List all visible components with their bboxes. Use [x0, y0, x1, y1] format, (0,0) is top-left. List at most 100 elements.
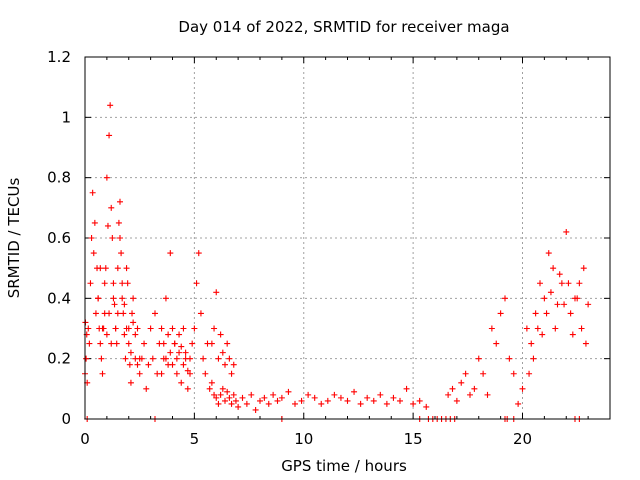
x-tick-label: 5 — [190, 430, 200, 448]
data-point — [217, 331, 224, 338]
grid — [85, 57, 610, 419]
data-point — [106, 132, 113, 139]
data-point — [162, 355, 169, 362]
data-point — [462, 370, 469, 377]
x-tick-label: 10 — [294, 430, 313, 448]
data-point — [219, 349, 226, 356]
data-point — [118, 250, 125, 257]
data-point — [165, 361, 172, 368]
data-point — [191, 325, 198, 332]
data-point — [149, 355, 156, 362]
data-point — [129, 310, 136, 317]
data-point — [119, 280, 126, 287]
data-point — [292, 400, 298, 407]
data-point — [197, 310, 204, 317]
data-point — [134, 361, 141, 368]
data-point — [97, 265, 104, 272]
data-point — [90, 250, 97, 257]
data-point — [108, 340, 115, 347]
data-points — [82, 102, 592, 422]
data-point — [130, 295, 137, 302]
data-point — [337, 394, 344, 401]
x-tick-label: 20 — [513, 430, 532, 448]
data-point — [567, 310, 574, 317]
data-point — [125, 340, 132, 347]
data-point — [143, 385, 150, 392]
y-tick-label: 0.2 — [47, 350, 71, 368]
data-point — [167, 349, 174, 356]
data-point — [484, 391, 491, 398]
data-point — [239, 394, 246, 401]
data-point — [449, 385, 456, 392]
data-point — [534, 325, 541, 332]
data-point — [331, 391, 338, 398]
data-point — [558, 280, 565, 287]
data-point — [208, 340, 215, 347]
data-point — [169, 325, 176, 332]
data-point — [136, 355, 143, 362]
data-point — [248, 391, 255, 398]
data-point — [114, 265, 121, 272]
data-point — [117, 235, 123, 241]
data-point — [357, 400, 364, 407]
data-point — [475, 355, 482, 362]
x-tick-labels: 0 5 10 15 20 — [80, 430, 532, 448]
data-point — [265, 400, 272, 407]
data-point — [274, 397, 281, 404]
data-point — [147, 325, 154, 332]
data-point — [257, 397, 263, 404]
data-point — [423, 403, 430, 410]
data-point — [324, 397, 331, 404]
data-point — [488, 325, 495, 332]
data-point — [202, 370, 209, 377]
x-axis-label: GPS time / hours — [281, 457, 407, 475]
data-point — [537, 280, 543, 287]
data-point — [187, 355, 193, 362]
data-point — [97, 340, 104, 347]
data-point — [176, 349, 183, 356]
data-point — [85, 325, 92, 332]
data-point — [145, 361, 152, 368]
data-point — [111, 301, 118, 308]
data-point — [88, 235, 95, 241]
data-point — [193, 280, 200, 287]
data-point — [364, 394, 371, 401]
data-point — [109, 235, 116, 241]
data-point — [574, 295, 581, 302]
y-tick-labels: 0 0.2 0.4 0.6 0.8 1 1.2 — [47, 48, 71, 428]
data-point — [83, 355, 90, 362]
data-point — [89, 189, 96, 196]
data-point — [162, 295, 169, 302]
data-point — [582, 340, 589, 347]
data-point — [541, 295, 548, 302]
data-point — [130, 319, 137, 326]
data-point — [114, 310, 121, 317]
data-point — [206, 385, 213, 392]
data-point — [108, 204, 115, 211]
data-point — [458, 379, 465, 386]
data-point — [91, 219, 98, 226]
data-point — [173, 355, 180, 362]
data-point — [226, 355, 233, 362]
data-point — [213, 394, 220, 401]
data-point — [453, 397, 460, 404]
data-point — [99, 370, 106, 377]
y-tick-label: 0 — [61, 410, 71, 428]
data-point — [228, 370, 235, 377]
data-point — [547, 289, 554, 296]
data-point — [211, 391, 218, 398]
data-point — [126, 361, 133, 368]
data-point — [228, 400, 235, 407]
data-point — [103, 174, 110, 181]
data-point — [104, 222, 111, 229]
data-point — [103, 331, 110, 338]
data-point — [99, 325, 106, 332]
plot-frame — [84, 56, 611, 420]
data-point — [115, 219, 122, 226]
data-point — [502, 295, 508, 302]
data-point — [121, 331, 128, 338]
data-point — [110, 295, 117, 302]
data-point — [219, 385, 226, 392]
data-point — [278, 394, 285, 401]
